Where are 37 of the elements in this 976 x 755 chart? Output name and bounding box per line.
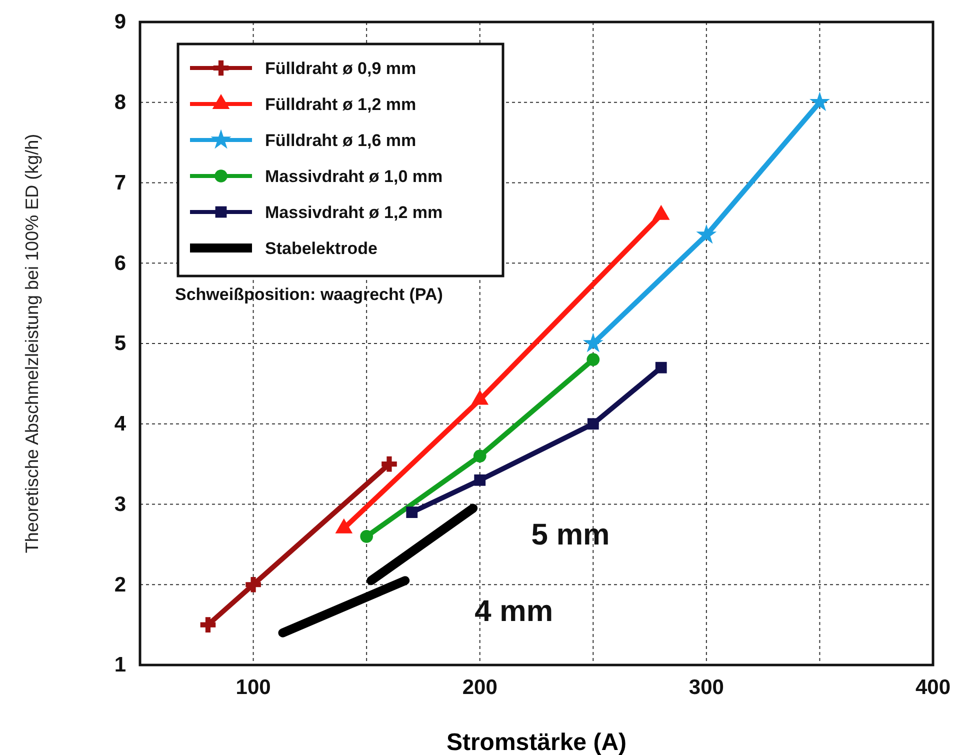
legend-label: Fülldraht ø 1,6 mm [265, 131, 416, 150]
annotation: Schweißposition: waagrecht (PA) [175, 285, 443, 304]
legend-label: Massivdraht ø 1,2 mm [265, 203, 443, 222]
legend-label: Stabelektrode [265, 239, 378, 258]
annotation: 5 mm [531, 518, 610, 552]
x-axis-title: Stromstärke (A) [446, 729, 627, 755]
point [474, 474, 486, 486]
point [382, 456, 397, 472]
y-tick-label: 3 [114, 492, 126, 516]
point [586, 353, 600, 366]
legend-label: Fülldraht ø 0,9 mm [265, 59, 416, 78]
point [655, 362, 667, 374]
legend-label: Fülldraht ø 1,2 mm [265, 95, 416, 114]
x-tick-label: 300 [688, 676, 724, 699]
annotation: 4 mm [474, 594, 554, 628]
y-tick-label: 8 [114, 91, 126, 114]
point [246, 576, 261, 592]
y-tick-label: 5 [114, 332, 126, 356]
legend-label: Massivdraht ø 1,0 mm [265, 167, 443, 186]
point [582, 332, 604, 352]
point [696, 224, 717, 244]
y-tick-label: 9 [114, 10, 126, 34]
point [587, 418, 599, 430]
y-tick-label: 6 [114, 252, 126, 275]
x-tick-label: 100 [236, 676, 271, 699]
y-tick-label: 2 [114, 573, 126, 596]
point [473, 450, 486, 462]
y-tick-label: 4 [114, 412, 126, 436]
point [360, 530, 374, 543]
y-tick-label: 7 [114, 171, 126, 194]
x-tick-label: 400 [915, 676, 951, 699]
point [406, 506, 418, 518]
x-tick-label: 200 [462, 676, 498, 699]
y-axis-title: Theoretische Abschmelzleistung bei 100% ED (kg/h) [22, 134, 42, 554]
point [200, 617, 216, 632]
point [809, 92, 830, 112]
y-tick-label: 1 [114, 654, 126, 677]
